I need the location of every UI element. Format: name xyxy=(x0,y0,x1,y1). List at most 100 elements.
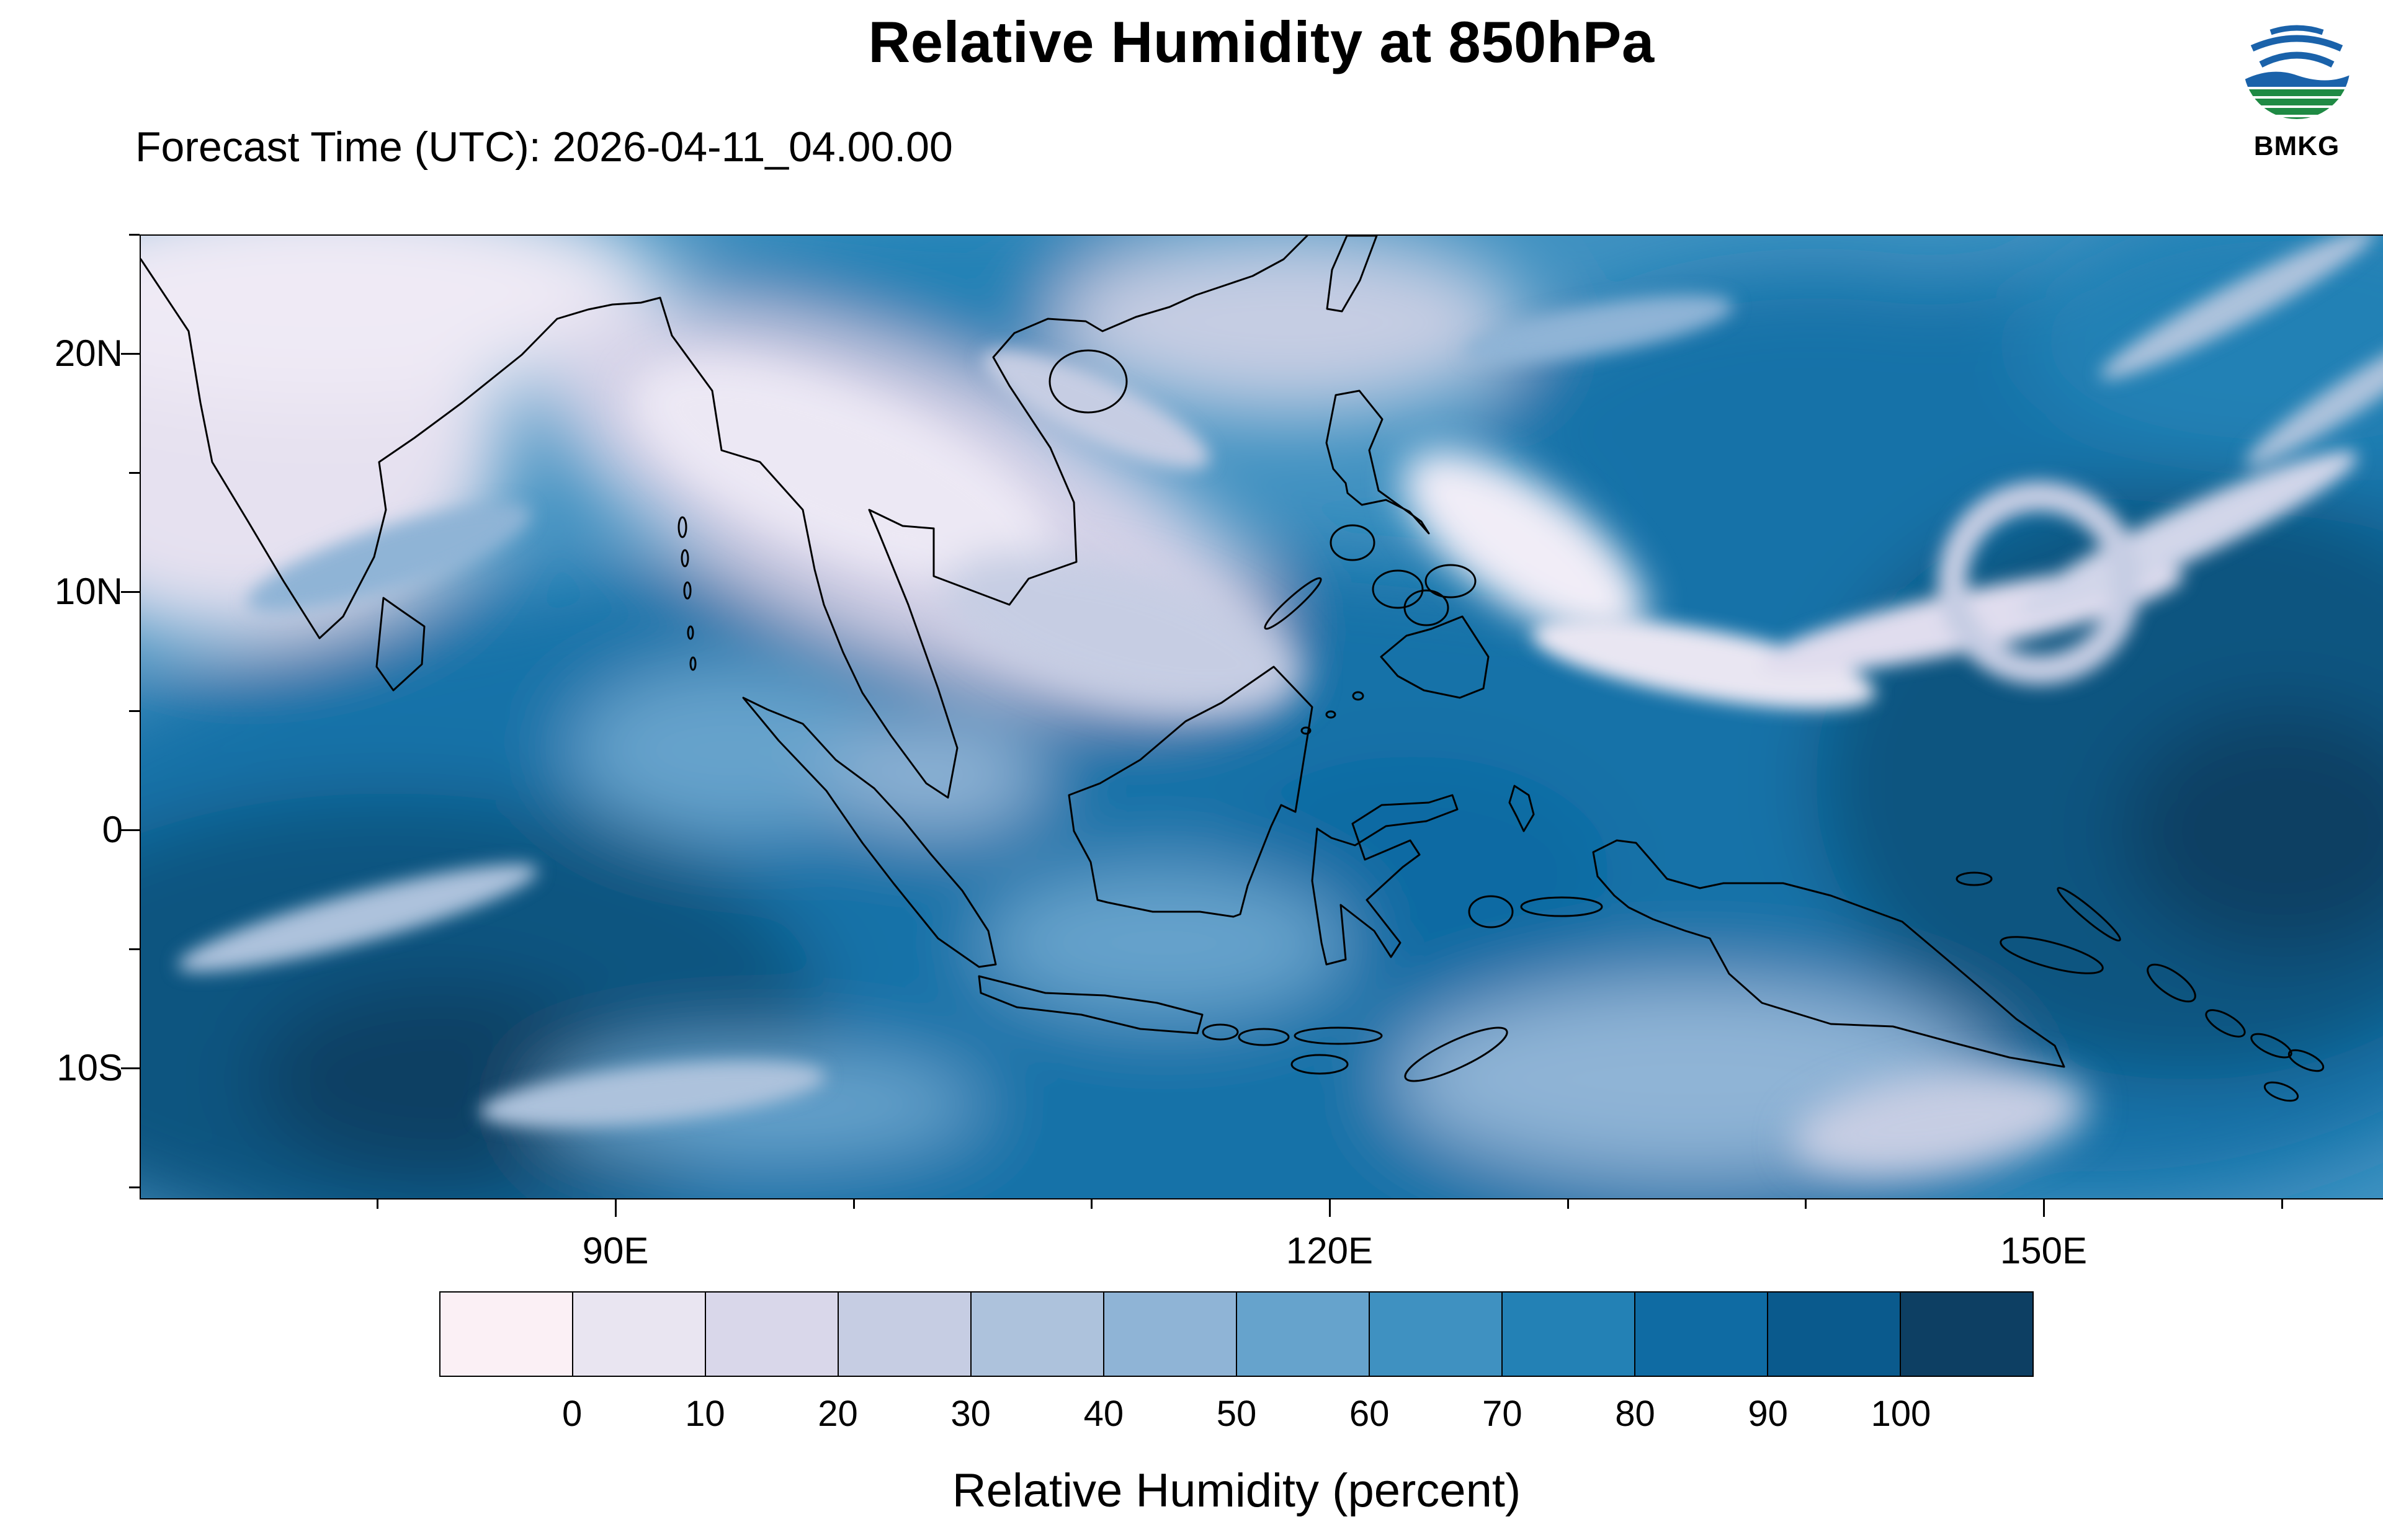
coastline-buru xyxy=(1468,895,1514,928)
lon-label-150e: 150E xyxy=(2000,1230,2088,1271)
colorbar-tick-label: 20 xyxy=(818,1394,858,1434)
bmkg-logo-text: BMKG xyxy=(2253,131,2340,161)
coastline-andaman-3 xyxy=(683,581,692,600)
coastline-bali xyxy=(1202,1023,1239,1041)
map-canvas xyxy=(141,236,2383,1198)
colorbar-cell xyxy=(705,1291,839,1377)
lon-tick xyxy=(614,1198,617,1217)
lat-tick xyxy=(121,829,140,831)
colorbar-tick-label: 100 xyxy=(1871,1394,1931,1434)
colorbar-cell xyxy=(1369,1291,1503,1377)
plot-title: Relative Humidity at 850hPa xyxy=(868,9,1655,74)
lat-tick xyxy=(121,590,140,593)
colorbar-tick-label: 60 xyxy=(1349,1394,1390,1434)
lon-label-90e: 90E xyxy=(582,1230,649,1271)
coastline-new-britain xyxy=(2000,936,2104,974)
coastline-taiwan xyxy=(1326,236,1378,313)
lat-tick xyxy=(121,1067,140,1069)
coastline-solomon-2 xyxy=(2250,1033,2292,1059)
colorbar-tick-label: 70 xyxy=(1482,1394,1522,1434)
lon-tick xyxy=(1567,1198,1569,1209)
coastline-nicobar-1 xyxy=(687,625,694,640)
coastline-new-ireland xyxy=(2057,887,2121,941)
colorbar-cell xyxy=(838,1291,972,1377)
coastline-sulawesi xyxy=(1311,794,1459,966)
colorbar-tick-label: 0 xyxy=(562,1394,583,1434)
colorbar-cell xyxy=(1900,1291,2034,1377)
coastline-java xyxy=(978,975,1204,1035)
coastline-negros xyxy=(1403,589,1449,626)
coastlines xyxy=(141,236,2325,1102)
coastline-andaman-1 xyxy=(677,516,687,538)
coastline-bougainville xyxy=(2147,963,2196,1003)
coastline-mainland-asia xyxy=(141,236,1308,799)
lon-tick xyxy=(1329,1198,1331,1217)
coastline-santa-cruz xyxy=(2263,1081,2299,1102)
coastline-sumatra xyxy=(742,697,997,968)
coastline-flores xyxy=(1294,1026,1383,1045)
humidity-field xyxy=(141,236,2383,1198)
coastline-palawan xyxy=(1264,577,1322,630)
colorbar-tick-label: 40 xyxy=(1083,1394,1124,1434)
coastline-mindoro xyxy=(1330,524,1375,561)
lon-tick xyxy=(2043,1198,2045,1217)
coastline-borneo xyxy=(1068,665,1313,918)
colorbar-cell xyxy=(1767,1291,1901,1377)
lat-tick xyxy=(121,352,140,355)
bmkg-logo-block: BMKG xyxy=(2232,11,2362,162)
lat-label-eq: 0 xyxy=(102,809,123,850)
coastline-solomon-3 xyxy=(2287,1049,2325,1072)
lat-tick xyxy=(129,1186,140,1188)
lat-tick xyxy=(129,471,140,474)
coastline-andaman-2 xyxy=(681,549,689,567)
coastline-samar xyxy=(1424,564,1477,599)
coastline-sumba xyxy=(1290,1054,1349,1075)
coastline-new-guinea xyxy=(1592,839,2065,1068)
colorbar-cell xyxy=(970,1291,1104,1377)
lat-tick xyxy=(129,233,140,236)
colorbar xyxy=(439,1291,2034,1377)
lat-tick xyxy=(129,948,140,950)
colorbar-tick-label: 80 xyxy=(1615,1394,1655,1434)
colorbar-tick-label: 50 xyxy=(1216,1394,1257,1434)
coastline-nicobar-2 xyxy=(689,656,697,671)
coastline-panay xyxy=(1372,569,1424,609)
forecast-time: Forecast Time (UTC): 2026-04-11_04.00.00 xyxy=(135,123,953,171)
colorbar-cell xyxy=(1103,1291,1237,1377)
lon-tick xyxy=(852,1198,855,1209)
coastline-sulu-2 xyxy=(1325,710,1336,719)
lon-tick xyxy=(1805,1198,1807,1209)
map-frame xyxy=(140,234,2383,1200)
colorbar-cell xyxy=(1634,1291,1768,1377)
coastline-hainan xyxy=(1048,349,1128,414)
lat-label-10n: 10N xyxy=(54,571,123,612)
lat-label-10s: 10S xyxy=(56,1047,123,1088)
lon-tick xyxy=(2281,1198,2283,1209)
coastline-sri-lanka xyxy=(375,597,426,692)
colorbar-tick-label: 90 xyxy=(1748,1394,1788,1434)
coastline-timor xyxy=(1404,1026,1508,1082)
coastline-sumbawa xyxy=(1238,1028,1290,1046)
coastline-manus xyxy=(1956,871,1993,886)
colorbar-caption: Relative Humidity (percent) xyxy=(952,1464,1521,1517)
lat-tick xyxy=(129,710,140,712)
coastline-sulu-1 xyxy=(1352,691,1364,701)
coastline-halmahera xyxy=(1508,785,1535,832)
bmkg-logo xyxy=(2243,12,2350,119)
colorbar-cell xyxy=(572,1291,706,1377)
colorbar-tick-label: 30 xyxy=(950,1394,991,1434)
lon-tick xyxy=(377,1198,379,1209)
coastline-sulu-3 xyxy=(1300,726,1312,735)
colorbar-cell xyxy=(1236,1291,1370,1377)
coastline-solomon-1 xyxy=(2205,1009,2246,1038)
colorbar-tick-label: 10 xyxy=(685,1394,725,1434)
lon-label-120e: 120E xyxy=(1285,1230,1374,1271)
coastline-luzon xyxy=(1325,389,1430,535)
colorbar-cell xyxy=(1501,1291,1635,1377)
coastline-mindanao xyxy=(1380,615,1490,699)
colorbar-cell xyxy=(439,1291,573,1377)
lon-tick xyxy=(1091,1198,1093,1209)
coastline-seram xyxy=(1520,896,1603,917)
lat-label-20n: 20N xyxy=(54,332,123,374)
